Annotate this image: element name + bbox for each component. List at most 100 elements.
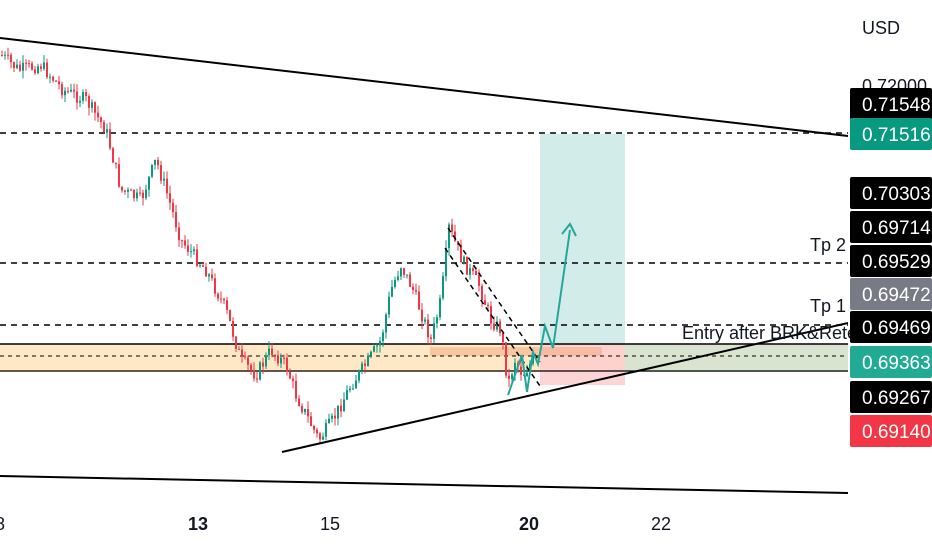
price-label-bg-7 — [850, 346, 932, 378]
candle-167 — [502, 333, 504, 343]
candle-111 — [334, 415, 336, 419]
price-label-1: 0.71516 — [862, 125, 931, 146]
candle-101 — [304, 409, 306, 413]
candle-10 — [31, 63, 33, 70]
price-label-bg-4 — [850, 245, 932, 277]
candle-87 — [262, 362, 264, 367]
candle-20 — [61, 84, 63, 96]
candle-69 — [208, 274, 210, 277]
candle-119 — [358, 370, 360, 381]
price-label-bg-1 — [850, 118, 932, 150]
candle-123 — [370, 351, 372, 356]
candle-116 — [349, 388, 351, 391]
arrow-head-icon — [561, 222, 577, 237]
candle-107 — [322, 436, 324, 440]
candle-125 — [376, 345, 378, 347]
candle-7 — [22, 62, 24, 71]
candle-80 — [241, 349, 243, 356]
candle-65 — [196, 249, 198, 267]
price-label-bg-0 — [850, 88, 932, 120]
candle-14 — [43, 62, 45, 69]
price-label-5: 0.69472 — [862, 285, 931, 306]
candle-84 — [253, 369, 255, 379]
candle-114 — [343, 399, 345, 412]
candle-151 — [454, 231, 456, 242]
candle-155 — [466, 256, 468, 275]
candle-52 — [157, 159, 159, 166]
candle-127 — [382, 332, 384, 342]
candle-157 — [472, 268, 474, 272]
candle-97 — [292, 378, 294, 381]
candle-124 — [373, 346, 375, 352]
candle-70 — [211, 274, 213, 279]
candle-113 — [340, 405, 342, 412]
candle-160 — [481, 285, 483, 301]
candle-22 — [67, 90, 69, 92]
candle-53 — [160, 165, 162, 181]
candle-94 — [283, 357, 285, 359]
candle-152 — [457, 241, 459, 245]
price-label-8: 0.69267 — [862, 388, 931, 409]
price-label-6: 0.69469 — [862, 318, 931, 339]
candle-73 — [220, 298, 222, 300]
candle-153 — [460, 244, 462, 263]
candle-29 — [88, 96, 90, 108]
candle-126 — [379, 341, 381, 346]
candle-171 — [514, 362, 516, 375]
candle-9 — [28, 63, 30, 65]
candle-145 — [436, 317, 438, 324]
candle-61 — [184, 240, 186, 246]
candle-90 — [271, 348, 273, 356]
candle-67 — [202, 265, 204, 267]
candle-63 — [190, 251, 192, 253]
candle-39 — [118, 164, 120, 187]
candle-168 — [505, 342, 507, 376]
time-axis[interactable]: 8 13 15 20 22 — [0, 514, 671, 534]
price-label-4: 0.69529 — [862, 252, 931, 273]
candle-156 — [469, 268, 471, 275]
candle-130 — [391, 286, 393, 297]
candle-60 — [181, 240, 183, 242]
upper-trendline — [0, 37, 849, 137]
candle-92 — [277, 355, 279, 364]
candle-99 — [298, 398, 300, 406]
price-axis[interactable]: USD 0.72000 0.715480.715160.703030.69714… — [850, 18, 932, 447]
candle-85 — [256, 378, 258, 380]
candle-35 — [106, 129, 108, 133]
candle-109 — [328, 418, 330, 424]
candle-110 — [331, 415, 333, 419]
candle-144 — [433, 323, 435, 339]
candle-75 — [226, 300, 228, 310]
candle-23 — [70, 89, 72, 92]
candle-27 — [82, 92, 84, 101]
candle-86 — [259, 362, 261, 380]
candle-79 — [238, 348, 240, 350]
candle-57 — [172, 202, 174, 213]
stop-zone — [540, 345, 625, 385]
projection-arrows — [507, 222, 577, 396]
candle-72 — [217, 293, 219, 299]
candle-89 — [268, 348, 270, 356]
candle-140 — [421, 309, 423, 322]
candle-136 — [409, 274, 411, 287]
x-tick-22: 22 — [651, 514, 671, 534]
candle-158 — [475, 271, 477, 275]
candle-64 — [193, 249, 195, 252]
candle-18 — [55, 80, 57, 82]
candle-16 — [49, 76, 51, 78]
price-labels: 0.71548 0.71516 0.70303 0.69714 0.69529 0.694… — [850, 88, 932, 447]
candle-4 — [13, 62, 15, 69]
candle-103 — [310, 416, 312, 426]
candle-118 — [355, 380, 357, 389]
candle-133 — [400, 268, 402, 277]
candle-77 — [232, 320, 234, 337]
candle-139 — [418, 291, 420, 310]
candle-146 — [439, 298, 441, 318]
candle-0 — [1, 55, 3, 56]
candle-82 — [247, 357, 249, 365]
candle-48 — [145, 189, 147, 199]
retest-box — [430, 347, 602, 356]
candle-59 — [178, 227, 180, 241]
target-zone — [540, 134, 625, 345]
